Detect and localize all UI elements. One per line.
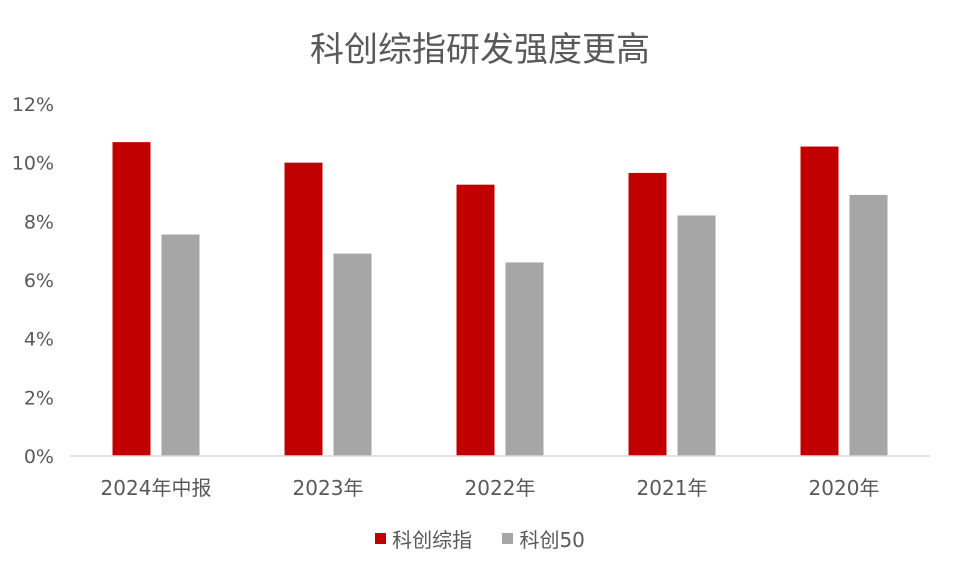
bar-series-2 — [505, 262, 544, 456]
y-tick-label: 2% — [24, 387, 54, 409]
legend-swatch-series-2 — [502, 533, 514, 544]
bar-series-2 — [333, 253, 372, 456]
chart-title: 科创综指研发强度更高 — [310, 30, 650, 70]
x-tick-label: 2023年 — [293, 476, 364, 500]
legend-swatch-series-1 — [375, 533, 387, 544]
bar-series-2 — [677, 215, 716, 456]
legend-label-series-2: 科创50 — [519, 528, 585, 552]
y-tick-label: 10% — [12, 153, 54, 175]
y-tick-label: 0% — [24, 446, 54, 468]
x-tick-label: 2021年 — [637, 476, 708, 500]
bar-series-1 — [284, 162, 323, 456]
x-tick-label: 2022年 — [465, 476, 536, 500]
bar-series-2 — [849, 194, 888, 456]
legend: 科创综指 科创50 — [0, 524, 960, 553]
bar-series-1 — [800, 146, 839, 457]
bar-series-1 — [112, 142, 151, 456]
legend-item-series-1: 科创综指 — [375, 524, 472, 553]
x-tick-label: 2020年 — [809, 476, 880, 500]
y-tick-label: 4% — [24, 329, 54, 351]
legend-label-series-1: 科创综指 — [392, 528, 473, 552]
bar-series-1 — [628, 172, 667, 456]
y-tick-label: 6% — [24, 270, 54, 292]
bar-series-1 — [456, 184, 495, 456]
legend-item-series-2: 科创50 — [502, 524, 585, 553]
x-tick-label: 2024年中报 — [101, 476, 212, 500]
y-tick-label: 8% — [24, 211, 54, 233]
bar-series-2 — [161, 234, 200, 456]
y-tick-label: 12% — [12, 94, 54, 116]
